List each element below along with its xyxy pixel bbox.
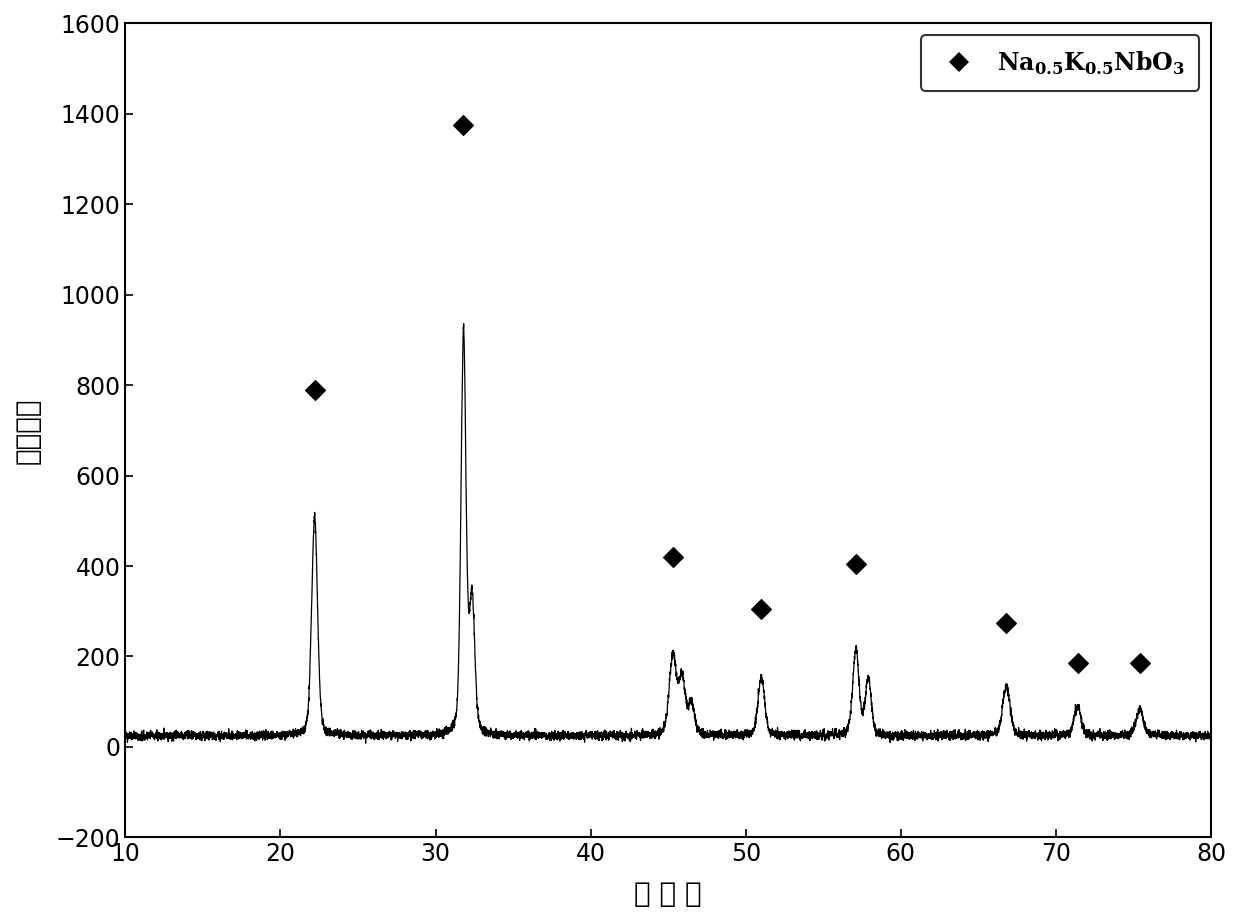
X-axis label: 衍 射 角: 衍 射 角 (635, 881, 702, 908)
Point (663, 550, 683, 564)
Y-axis label: 衍射强度: 衍射强度 (14, 397, 42, 464)
Point (846, 556, 866, 571)
Point (1130, 656, 1149, 670)
Point (305, 383, 325, 397)
Point (997, 615, 1017, 630)
Point (454, 118, 474, 133)
Point (1068, 656, 1087, 670)
Point (751, 602, 771, 617)
Legend: Na$_{\mathregular{0.5}}$K$_{\mathregular{0.5}}$NbO$_{\mathregular{3}}$: Na$_{\mathregular{0.5}}$K$_{\mathregular… (921, 35, 1199, 90)
